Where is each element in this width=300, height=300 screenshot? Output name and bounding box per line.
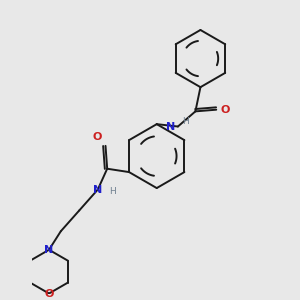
Text: N: N (93, 184, 102, 195)
Text: H: H (182, 117, 189, 126)
Text: H: H (110, 187, 116, 196)
Text: N: N (44, 245, 54, 255)
Text: O: O (220, 105, 230, 115)
Text: N: N (166, 122, 175, 131)
Text: O: O (92, 133, 101, 142)
Text: O: O (44, 289, 54, 298)
